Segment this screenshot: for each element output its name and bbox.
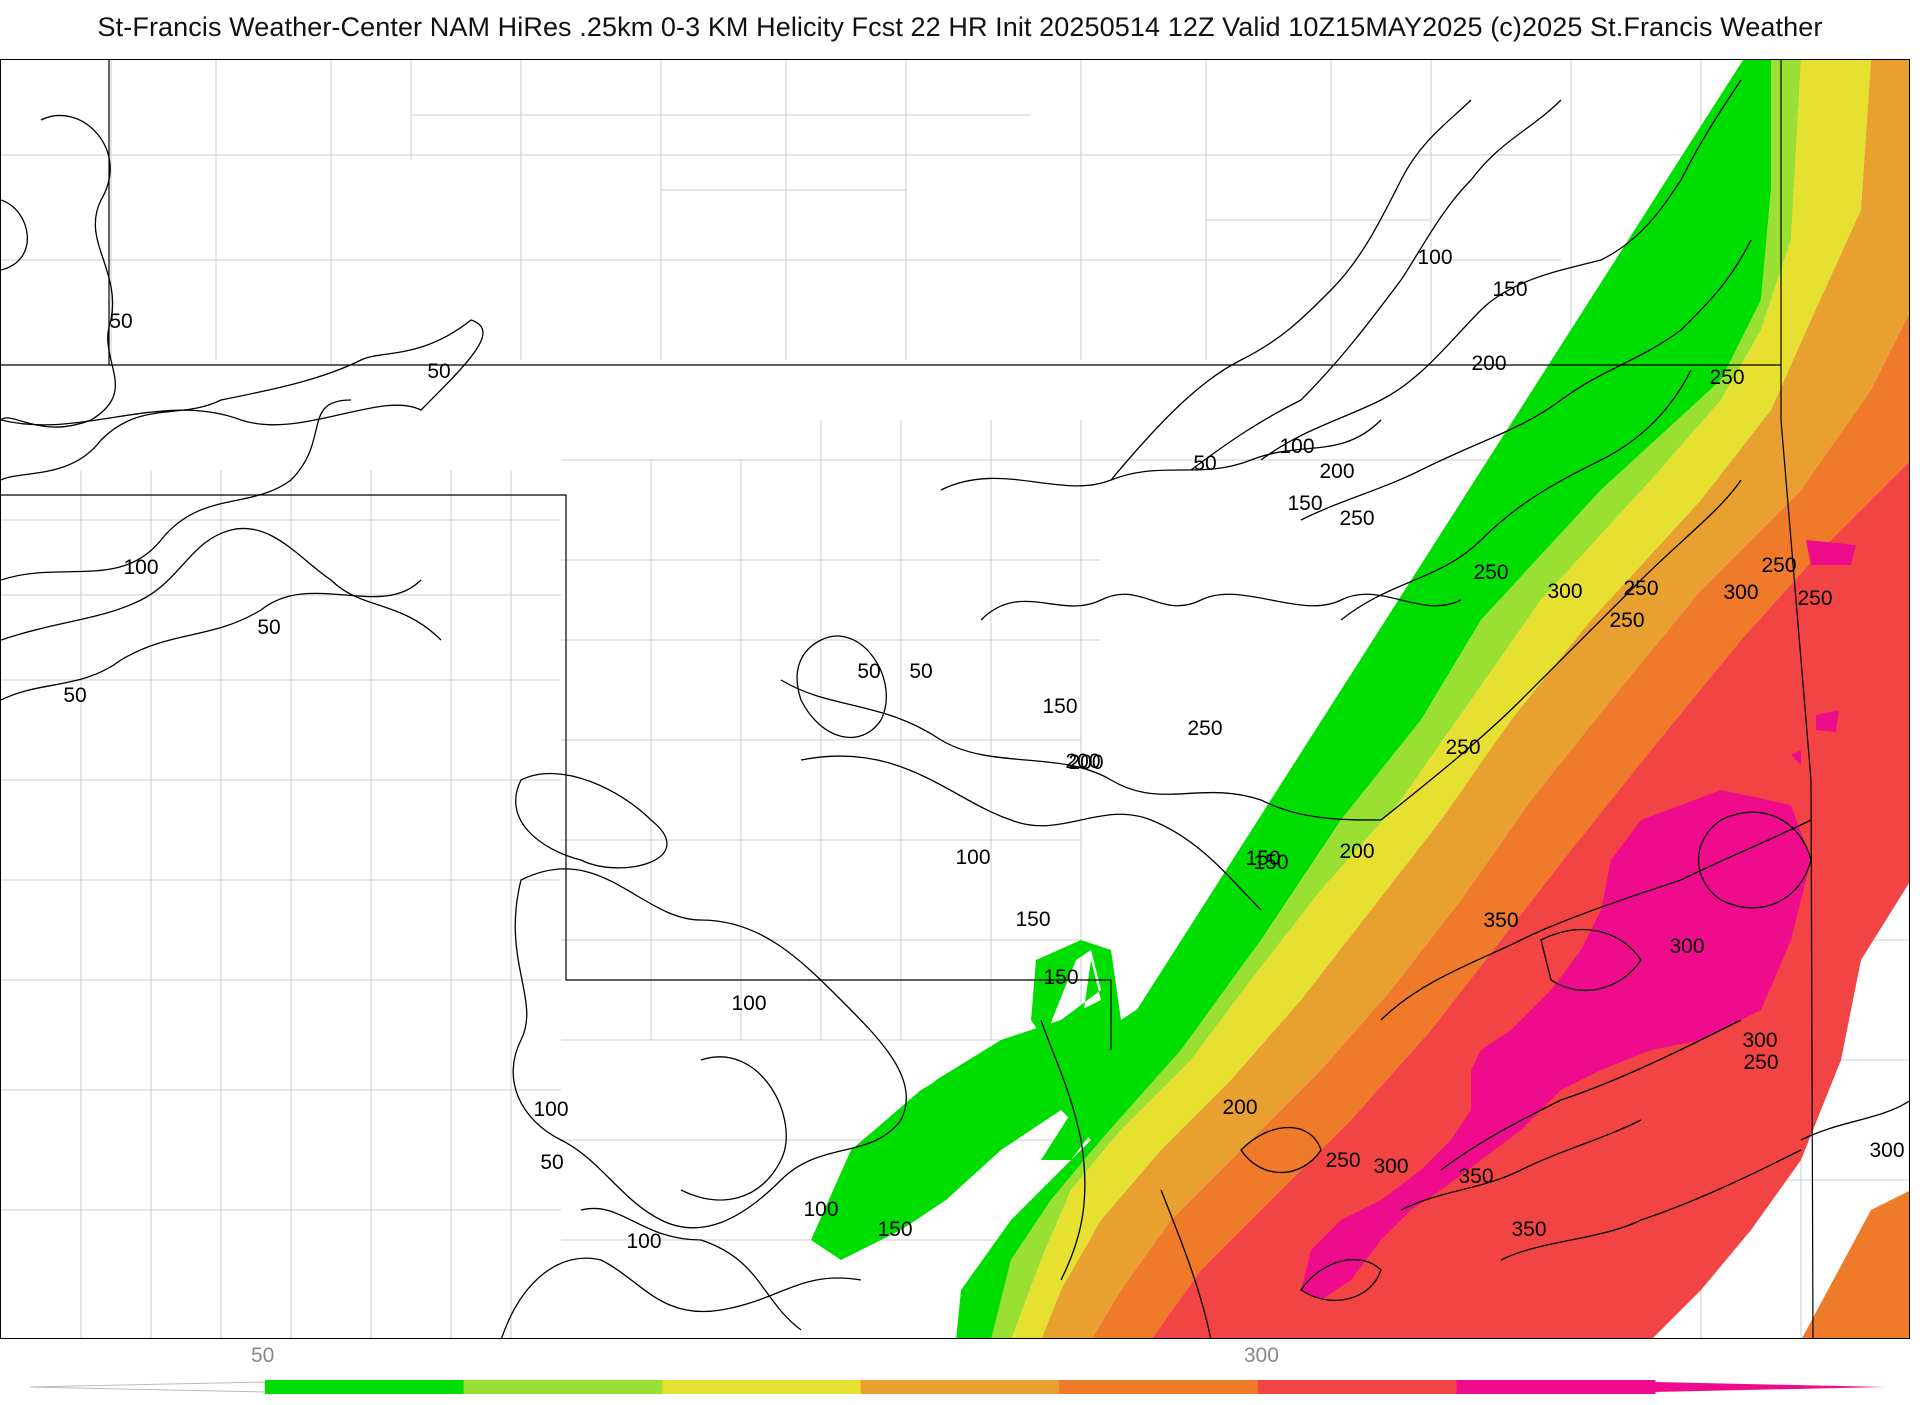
colorbar-bin <box>265 1380 465 1394</box>
map-panel: 50 50 50 100 50 50 100 150 200 50 100 200 150 250 250 3… <box>0 59 1910 1339</box>
contour-label: 300 <box>1869 1139 1904 1162</box>
helicity-map: 5050501005050100150200501002001502502503… <box>1 60 1909 1338</box>
contour-label: 150 <box>877 1218 912 1241</box>
contour-label: 150 <box>1492 278 1527 301</box>
contour-label: 300 <box>1742 1029 1777 1052</box>
colorbar-tick-label: 50 <box>251 1344 275 1367</box>
contour-label: 100 <box>1279 435 1314 458</box>
contour-label: 250 <box>1445 736 1480 759</box>
contour-label: 150 <box>1253 851 1288 874</box>
contour-label: 50 <box>1193 452 1216 475</box>
band-yellow <box>1011 60 1871 1338</box>
contour-label: 300 <box>1373 1155 1408 1178</box>
contour-label: 350 <box>1458 1165 1493 1188</box>
contour-label: 100 <box>803 1198 838 1221</box>
state-borders <box>1 60 1814 1338</box>
colorbar-bin <box>1059 1380 1259 1394</box>
chart-title: St-Francis Weather-Center NAM HiRes .25k… <box>97 12 1823 42</box>
band-green <box>811 60 1771 1338</box>
contour-label: 200 <box>1471 352 1506 375</box>
contour-label: 50 <box>540 1151 563 1174</box>
contour-label: 100 <box>626 1230 661 1253</box>
colorbar: 50 300 <box>0 1340 1920 1400</box>
contour-label: 250 <box>1709 366 1744 389</box>
helicity-contours <box>1 79 1909 1338</box>
colorbar-right-arrow <box>1655 1382 1885 1392</box>
colorbar-bin <box>1456 1380 1656 1394</box>
contour-label: 150 <box>1043 966 1078 989</box>
contour-label: 250 <box>1473 561 1508 584</box>
contour-label: 250 <box>1743 1051 1778 1074</box>
contour-label: 250 <box>1623 577 1658 600</box>
contour-label: 250 <box>1339 507 1374 530</box>
contour-label: 350 <box>1483 909 1518 932</box>
contour-label: 50 <box>857 660 880 683</box>
band-lightorange <box>1041 60 1909 1338</box>
contour-label: 300 <box>1723 581 1758 604</box>
contour-label: 250 <box>1761 554 1796 577</box>
contour-label: 150 <box>1287 492 1322 515</box>
band-red <box>1152 462 1909 1338</box>
contour-label: 250 <box>1187 717 1222 740</box>
contour-label: 300 <box>1669 935 1704 958</box>
contour-label: 150 <box>1245 847 1280 870</box>
colorbar-svg <box>29 1380 1885 1394</box>
contour-label: 100 <box>955 846 990 869</box>
contour-label: 250 <box>1325 1149 1360 1172</box>
colorbar-bin <box>1257 1380 1457 1394</box>
colorbar-left-arrow <box>29 1381 266 1393</box>
contour-label: 50 <box>63 684 86 707</box>
contour-labels: 5050501005050100150200501002001502502503… <box>63 246 1904 1253</box>
contour-label: 50 <box>427 360 450 383</box>
colorbar-tick-label: 300 <box>1243 1344 1279 1367</box>
contour-label: 150 <box>1042 695 1077 718</box>
contour-label: 200 <box>1319 460 1354 483</box>
contour-label: 200 <box>1065 750 1100 773</box>
contour-label: 100 <box>1417 246 1452 269</box>
contour-label: 150 <box>1015 908 1050 931</box>
contour-label: 200 <box>1339 840 1374 863</box>
band-magenta-small <box>1791 540 1856 765</box>
contour-label: 300 <box>1547 580 1582 603</box>
contour-label: 200 <box>1068 751 1103 774</box>
contour-label: 50 <box>257 616 280 639</box>
contour-label: 100 <box>731 992 766 1015</box>
contour-label: 50 <box>109 310 132 333</box>
band-magenta <box>1301 790 1811 1300</box>
helicity-shading <box>811 60 1909 1338</box>
colorbar-bin <box>860 1380 1060 1394</box>
contour-label: 200 <box>1222 1096 1257 1119</box>
contour-label: 100 <box>533 1098 568 1121</box>
band-orange <box>1092 314 1909 1338</box>
contour-label: 100 <box>123 556 158 579</box>
contour-label: 250 <box>1797 587 1832 610</box>
colorbar-bin <box>662 1380 862 1394</box>
colorbar-bins <box>265 1380 1656 1394</box>
contour-label: 350 <box>1511 1218 1546 1241</box>
colorbar-bin <box>463 1380 663 1394</box>
contour-label: 250 <box>1609 609 1644 632</box>
contour-label: 50 <box>909 660 932 683</box>
